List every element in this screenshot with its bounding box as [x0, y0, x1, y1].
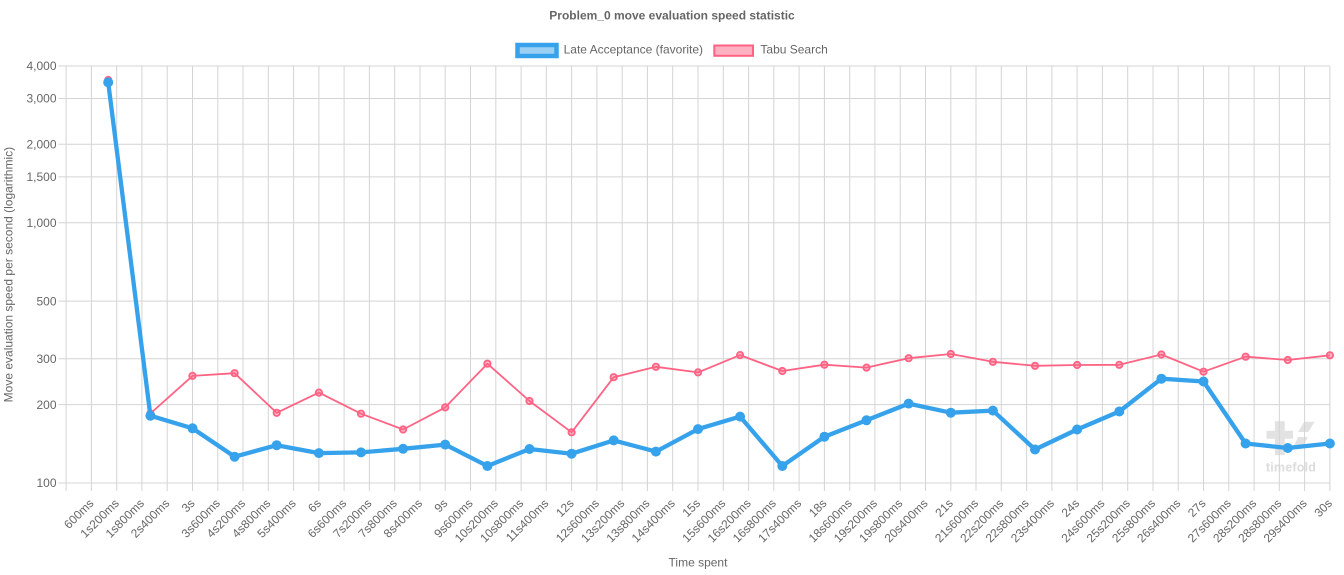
- svg-text:1,500: 1,500: [26, 170, 56, 184]
- svg-text:Late Acceptance (favorite): Late Acceptance (favorite): [564, 42, 703, 56]
- svg-text:1,000: 1,000: [26, 216, 56, 230]
- svg-text:100: 100: [36, 476, 56, 490]
- svg-text:2,000: 2,000: [26, 138, 56, 152]
- svg-text:Tabu Search: Tabu Search: [760, 42, 827, 56]
- svg-text:3,000: 3,000: [26, 92, 56, 106]
- svg-text:Time spent: Time spent: [669, 556, 729, 570]
- svg-text:200: 200: [36, 398, 56, 412]
- svg-text:timefold: timefold: [1266, 461, 1316, 475]
- svg-text:4,000: 4,000: [26, 59, 56, 73]
- svg-text:300: 300: [36, 352, 56, 366]
- svg-text:500: 500: [36, 294, 56, 308]
- svg-text:Move evaluation speed per seco: Move evaluation speed per second (logari…: [2, 147, 16, 402]
- svg-text:Problem_0 move evaluation spee: Problem_0 move evaluation speed statisti…: [549, 9, 795, 23]
